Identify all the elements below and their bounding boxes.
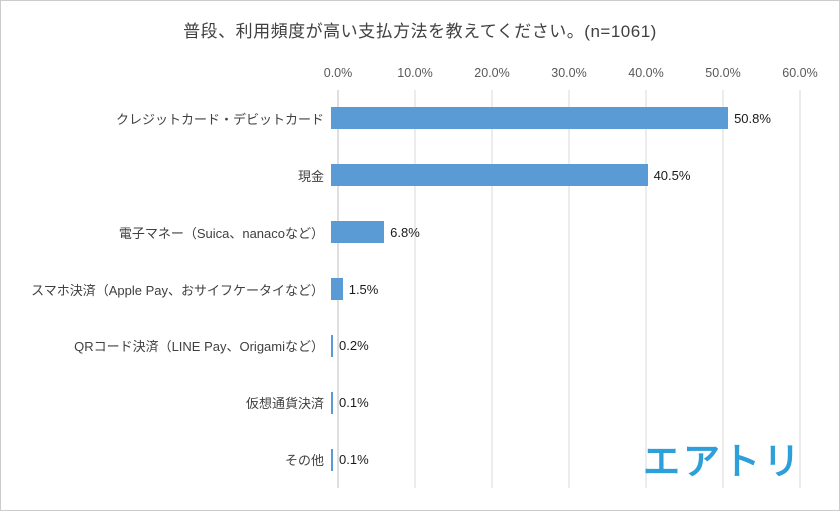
bar-value-label: 1.5% — [348, 281, 379, 297]
bar — [331, 164, 648, 187]
bar-value-label: 6.8% — [390, 224, 420, 240]
bar — [331, 391, 333, 414]
bar-value-label: 40.5% — [653, 167, 691, 183]
gridline — [491, 90, 493, 488]
category-label: クレジットカード・デビットカード — [115, 111, 324, 127]
bar-row: スマホ決済（Apple Pay、おサイフケータイなど） 1.5% — [1, 261, 800, 318]
category-label: スマホ決済（Apple Pay、おサイフケータイなど） — [31, 282, 324, 298]
gridline — [645, 90, 647, 488]
x-axis-tick-label: 10.0% — [397, 66, 433, 80]
x-axis-tick-label: 50.0% — [705, 66, 741, 80]
bar-track: 6.8% — [331, 204, 800, 261]
x-axis-ticks: 0.0% 10.0% 20.0% 30.0% 40.0% 50.0% 60.0% — [324, 66, 818, 84]
x-axis-tick-label: 30.0% — [551, 66, 587, 80]
bar — [331, 221, 385, 244]
bar-row: 仮想通貨決済 0.1% — [1, 374, 800, 431]
x-axis-tick-label: 20.0% — [474, 66, 510, 80]
bar-value-label: 0.1% — [339, 452, 369, 468]
bar — [331, 107, 729, 130]
gridline — [722, 90, 724, 488]
bar-row: クレジットカード・デビットカード 50.8% — [1, 90, 800, 147]
bars: クレジットカード・デビットカード 50.8% 現金 40.5% 電子マネー（Suica、… — [1, 90, 800, 488]
bar-track: 50.8% — [331, 90, 800, 147]
bar-value-label: 0.1% — [339, 395, 369, 411]
bar — [331, 278, 343, 300]
category-label: その他 — [284, 453, 324, 469]
bar-row: 電子マネー（Suica、nanacoなど） 6.8% — [1, 204, 800, 261]
bar-row: その他 0.1% — [1, 431, 800, 488]
x-axis-tick-label: 40.0% — [628, 66, 664, 80]
category-label: 電子マネー（Suica、nanacoなど） — [118, 225, 324, 241]
x-axis-tick-label: 60.0% — [782, 66, 818, 80]
bar-track: 0.1% — [331, 431, 800, 488]
x-axis-tick-label: 0.0% — [323, 66, 353, 80]
bar — [331, 334, 333, 357]
bar-track: 1.5% — [331, 261, 800, 318]
bar-track: 0.1% — [331, 374, 800, 431]
bar-row: 現金 40.5% — [1, 147, 800, 204]
gridline — [799, 90, 801, 488]
gridline — [568, 90, 570, 488]
category-label: 現金 — [297, 168, 324, 184]
chart-title: 普段、利用頻度が高い支払方法を教えてください。(n=1061) — [183, 22, 657, 41]
bar-value-label: 0.2% — [339, 338, 369, 354]
bar-track: 0.2% — [331, 317, 800, 374]
bar-row: QRコード決済（LINE Pay、Origamiなど） 0.2% — [1, 317, 800, 374]
category-label: QRコード決済（LINE Pay、Origamiなど） — [74, 339, 324, 355]
category-label: 仮想通貨決済 — [245, 396, 324, 412]
bar-value-label: 50.8% — [734, 110, 771, 126]
plot-area: クレジットカード・デビットカード 50.8% 現金 40.5% 電子マネー（Suica、… — [31, 90, 801, 488]
airtrip-logo: エアトリ — [643, 441, 803, 482]
bar-track: 40.5% — [331, 147, 800, 204]
gridline — [414, 90, 416, 488]
bar — [331, 448, 333, 471]
